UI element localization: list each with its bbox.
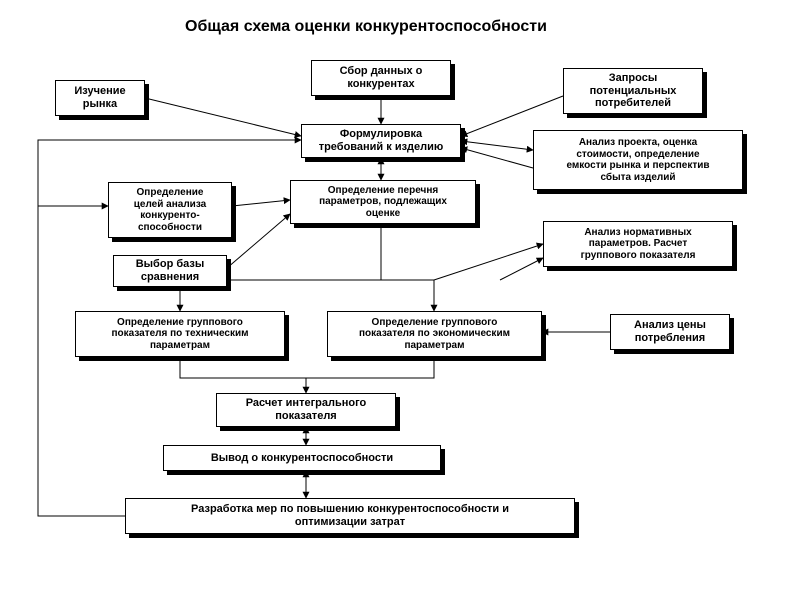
node-n_tech: Определение групповогопоказателя по техн… xyxy=(75,311,285,357)
node-n_goals: Определениецелей анализаконкуренто-спосо… xyxy=(108,182,232,238)
edge xyxy=(180,357,306,393)
node-n_list: Определение перечняпараметров, подлежащи… xyxy=(290,180,476,224)
edge xyxy=(461,141,533,150)
node-n_norm: Анализ нормативныхпараметров. Расчетгруп… xyxy=(543,221,733,267)
node-n_project: Анализ проекта, оценкастоимости, определ… xyxy=(533,130,743,190)
node-n_price: Анализ ценыпотребления xyxy=(610,314,730,350)
edge xyxy=(227,214,290,268)
node-n_requests: Запросыпотенциальныхпотребителей xyxy=(563,68,703,114)
node-n_develop: Разработка мер по повышению конкурентосп… xyxy=(125,498,575,534)
edge xyxy=(434,244,543,280)
edge xyxy=(232,200,290,206)
node-n_conclude: Вывод о конкурентоспособности xyxy=(163,445,441,471)
edge xyxy=(500,258,543,280)
node-n_form: Формулировкатребований к изделию xyxy=(301,124,461,158)
diagram-title: Общая схема оценки конкурентоспособности xyxy=(185,18,547,36)
node-n_base: Выбор базысравнения xyxy=(113,255,227,287)
edge xyxy=(145,98,301,136)
node-n_integral: Расчет интегральногопоказателя xyxy=(216,393,396,427)
edge xyxy=(461,148,533,168)
flowchart-canvas: { "title": { "text": "Общая схема оценки… xyxy=(0,0,800,600)
node-n_data: Сбор данных оконкурентах xyxy=(311,60,451,96)
edge xyxy=(381,280,434,311)
node-n_econ: Определение групповогопоказателя по экон… xyxy=(327,311,542,357)
node-n_market: Изучениерынка xyxy=(55,80,145,116)
